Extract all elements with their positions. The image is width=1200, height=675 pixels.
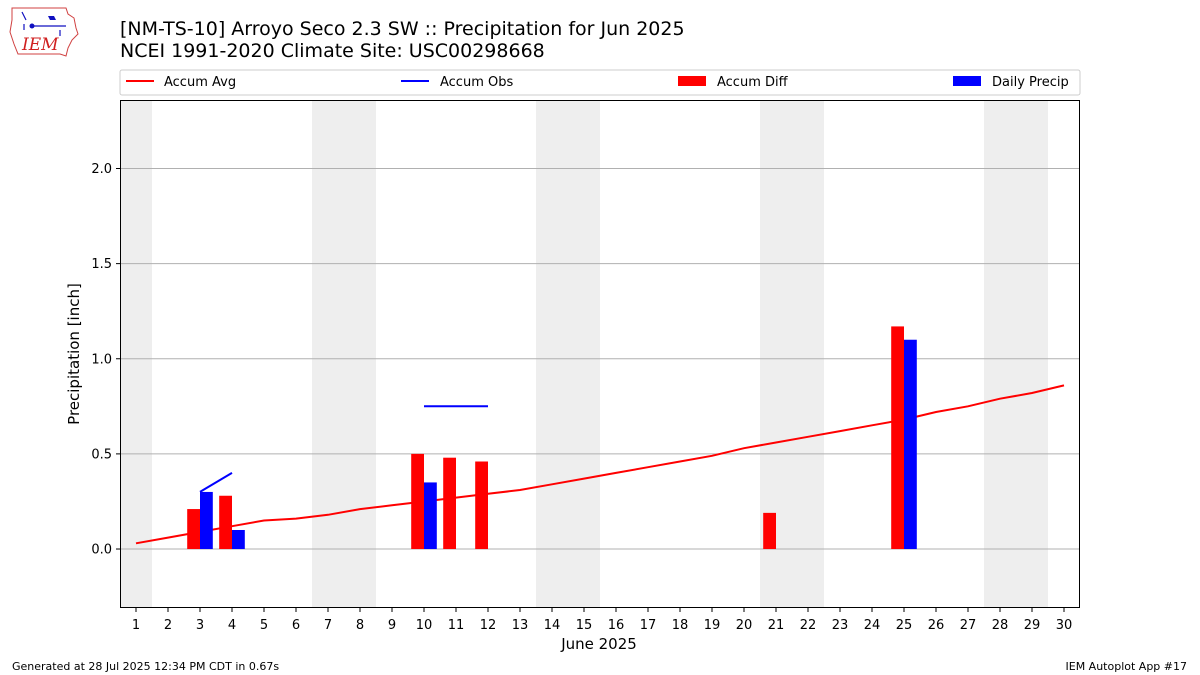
- footer-generated: Generated at 28 Jul 2025 12:34 PM CDT in…: [12, 660, 280, 673]
- plot-frame: [120, 100, 1080, 608]
- x-tick-label: 25: [896, 618, 913, 633]
- y-axis-label: Precipitation [inch]: [65, 283, 83, 425]
- y-axis: 0.0 0.5 1.0 1.5 2.0: [91, 162, 120, 558]
- weekend-shade: [984, 100, 1016, 608]
- x-tick-label: 21: [768, 618, 785, 633]
- x-axis: 1 2 3 4 5 6 7 8 9 10 11 12 13 14 15 16 17 18 19 20 21 22 23 24 2…: [132, 608, 1072, 633]
- weekend-shade: [536, 100, 568, 608]
- x-tick-label: 12: [480, 618, 497, 633]
- x-tick-label: 6: [292, 618, 300, 633]
- accum-obs-line: [199, 472, 233, 493]
- x-tick-label: 18: [672, 618, 689, 633]
- accum-diff-bar: [443, 457, 456, 550]
- x-tick-label: 8: [356, 618, 364, 633]
- x-tick-label: 26: [928, 618, 945, 633]
- x-tick-label: 2: [164, 618, 172, 633]
- y-tick-label: 1.5: [91, 257, 112, 272]
- y-tick-label: 0.5: [91, 447, 112, 462]
- x-tick-label: 29: [1024, 618, 1041, 633]
- accum-diff-bar: [187, 509, 200, 550]
- daily-precip-bar: [424, 482, 437, 550]
- x-tick-label: 13: [512, 618, 529, 633]
- weekend-shade: [1016, 100, 1048, 608]
- x-tick-label: 5: [260, 618, 268, 633]
- legend-obs-label: Accum Obs: [440, 75, 513, 90]
- x-tick-label: 19: [704, 618, 721, 633]
- x-tick-label: 10: [416, 618, 433, 633]
- y-tick-label: 1.0: [91, 352, 112, 367]
- accum-diff-bar: [411, 453, 424, 550]
- weekend-shade: [344, 100, 376, 608]
- x-tick-label: 7: [324, 618, 332, 633]
- legend-diff-label: Accum Diff: [717, 75, 789, 90]
- legend-precip-label: Daily Precip: [992, 75, 1069, 90]
- y-tick-label: 0.0: [91, 543, 112, 558]
- x-tick-label: 9: [388, 618, 396, 633]
- bar-series: [187, 326, 917, 550]
- x-tick-label: 30: [1056, 618, 1073, 633]
- x-tick-label: 24: [864, 618, 881, 633]
- accum-diff-bar: [219, 495, 232, 550]
- legend-avg-label: Accum Avg: [164, 75, 236, 90]
- x-tick-label: 20: [736, 618, 753, 633]
- x-tick-label: 16: [608, 618, 625, 633]
- x-tick-label: 27: [960, 618, 977, 633]
- grid-lines: [120, 167, 1080, 550]
- weekend-shade: [792, 100, 824, 608]
- accum-diff-bar: [475, 461, 488, 550]
- footer-app: IEM Autoplot App #17: [1065, 660, 1188, 673]
- accum-diff-bar: [763, 512, 776, 550]
- x-tick-label: 14: [544, 618, 561, 633]
- weekend-shading: [120, 100, 1048, 608]
- legend: Accum Avg Accum Obs Accum Diff Daily Pre…: [119, 69, 1081, 96]
- x-tick-label: 22: [800, 618, 817, 633]
- weekend-shade: [568, 100, 600, 608]
- x-tick-label: 1: [132, 618, 140, 633]
- weekend-shade: [312, 100, 344, 608]
- x-tick-label: 3: [196, 618, 204, 633]
- y-tick-label: 2.0: [91, 162, 112, 177]
- iem-logo: IEM: [8, 4, 82, 64]
- accum-obs-series: [199, 405, 488, 493]
- accum-diff-bar: [891, 326, 904, 550]
- chart-title: [NM-TS-10] Arroyo Seco 2.3 SW :: Precipi…: [120, 18, 685, 40]
- x-tick-label: 28: [992, 618, 1009, 633]
- logo-text: IEM: [21, 35, 59, 55]
- x-tick-label: 15: [576, 618, 593, 633]
- x-tick-label: 23: [832, 618, 849, 633]
- legend-precip-swatch: [953, 76, 981, 86]
- daily-precip-bar: [232, 529, 245, 550]
- chart-subtitle: NCEI 1991-2020 Climate Site: USC00298668: [120, 40, 545, 62]
- x-tick-label: 17: [640, 618, 657, 633]
- x-tick-label: 4: [228, 618, 236, 633]
- legend-diff-swatch: [678, 76, 706, 86]
- weekend-shade: [120, 100, 152, 608]
- daily-precip-bar: [200, 491, 213, 550]
- daily-precip-bar: [904, 339, 917, 550]
- x-tick-label: 11: [448, 618, 465, 633]
- x-axis-label: June 2025: [560, 635, 637, 653]
